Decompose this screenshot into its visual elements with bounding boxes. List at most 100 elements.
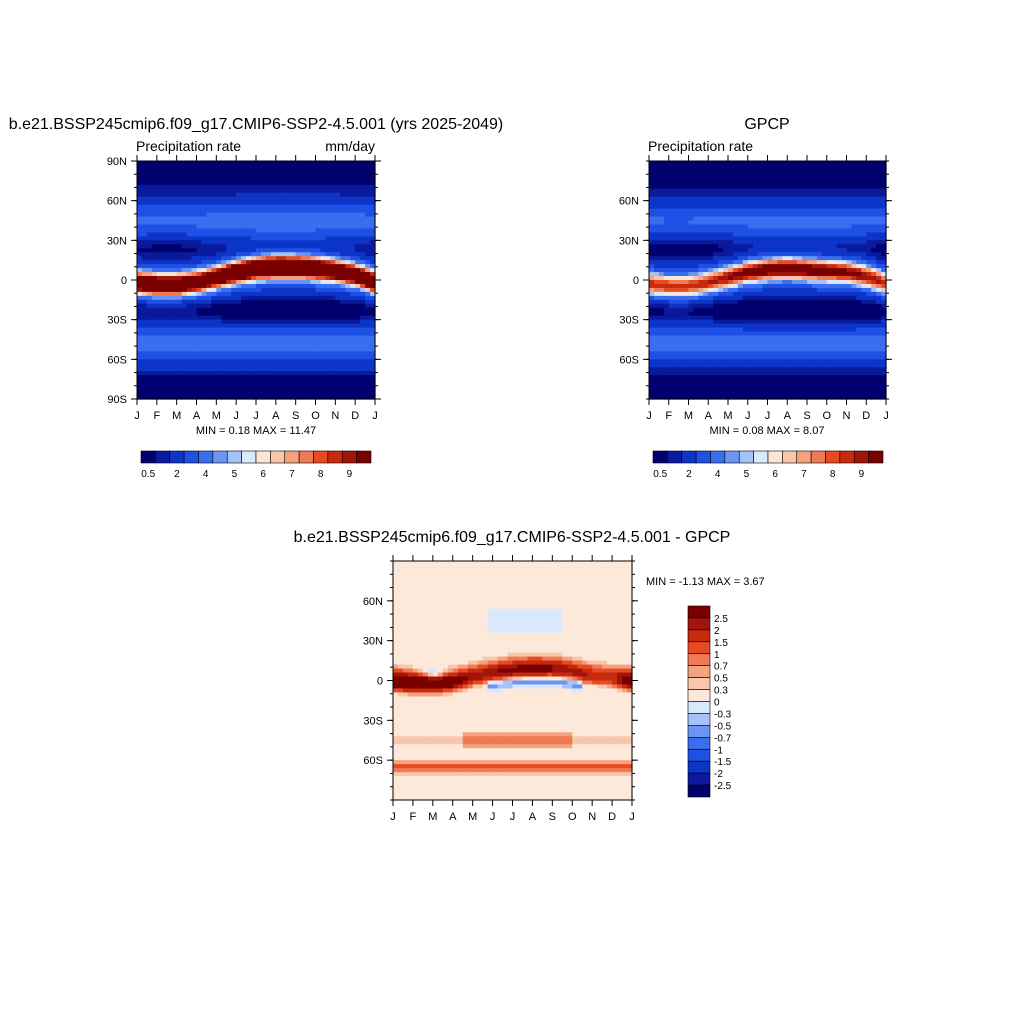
heatmap-cell bbox=[285, 383, 292, 388]
heatmap-cell bbox=[757, 276, 764, 281]
heatmap-cell bbox=[151, 323, 158, 329]
heatmap-cell bbox=[757, 248, 764, 253]
heatmap-cell bbox=[171, 188, 178, 194]
heatmap-cell bbox=[181, 200, 188, 206]
heatmap-cell bbox=[802, 295, 808, 301]
heatmap-cell bbox=[713, 168, 719, 174]
heatmap-cell bbox=[295, 248, 302, 253]
heatmap-cell bbox=[295, 351, 302, 356]
heatmap-cell bbox=[802, 299, 808, 305]
heatmap-cell bbox=[206, 224, 212, 230]
heatmap-cell bbox=[816, 240, 823, 245]
heatmap-cell bbox=[305, 264, 312, 269]
colorbar-swatch bbox=[356, 450, 372, 464]
heatmap-cell bbox=[310, 184, 317, 190]
heatmap-cell bbox=[166, 248, 173, 253]
heatmap-cell bbox=[171, 260, 178, 265]
heatmap-cell bbox=[703, 311, 709, 317]
heatmap-cell bbox=[166, 161, 173, 166]
heatmap-cell bbox=[285, 323, 292, 329]
heatmap-cell bbox=[708, 176, 714, 182]
heatmap-cell bbox=[673, 303, 680, 309]
heatmap-cell bbox=[146, 347, 153, 352]
heatmap-cell bbox=[141, 272, 148, 277]
heatmap-cell bbox=[742, 248, 749, 253]
heatmap-cell bbox=[211, 172, 217, 178]
heatmap-cell bbox=[365, 180, 371, 186]
heatmap-cell bbox=[141, 287, 148, 293]
heatmap-cell bbox=[196, 240, 203, 245]
heatmap-cell bbox=[265, 343, 272, 349]
heatmap-cell bbox=[757, 184, 764, 190]
heatmap-cell bbox=[275, 268, 282, 273]
heatmap-cell bbox=[270, 347, 277, 352]
heatmap-cell bbox=[290, 224, 297, 230]
heatmap-cell bbox=[260, 268, 267, 273]
heatmap-cell bbox=[772, 164, 778, 170]
heatmap-cell bbox=[171, 212, 178, 218]
heatmap-cell bbox=[350, 295, 356, 301]
heatmap-cell bbox=[881, 244, 887, 249]
heatmap-cell bbox=[330, 164, 336, 170]
heatmap-cell bbox=[211, 228, 217, 233]
heatmap-cell bbox=[767, 264, 774, 269]
heatmap-cell bbox=[772, 319, 778, 325]
heatmap-cell bbox=[693, 311, 699, 317]
heatmap-cell bbox=[673, 228, 680, 233]
heatmap-cell bbox=[732, 260, 739, 265]
heatmap-cell bbox=[280, 315, 287, 321]
heatmap-cell bbox=[137, 180, 143, 186]
heatmap-cell bbox=[295, 335, 302, 341]
heatmap-cell bbox=[270, 256, 277, 261]
heatmap-cell bbox=[201, 383, 208, 388]
heatmap-cell bbox=[335, 363, 341, 368]
heatmap-cell bbox=[792, 276, 798, 281]
heatmap-cell bbox=[807, 291, 813, 297]
heatmap-cell bbox=[752, 307, 759, 313]
heatmap-cell bbox=[265, 256, 272, 261]
heatmap-cell bbox=[290, 272, 297, 277]
heatmap-cell bbox=[206, 287, 212, 293]
heatmap-cell bbox=[206, 375, 212, 380]
heatmap-cell bbox=[836, 268, 843, 273]
heatmap-cell bbox=[802, 276, 808, 281]
heatmap-cell bbox=[137, 351, 143, 356]
heatmap-cell bbox=[831, 264, 838, 269]
heatmap-cell bbox=[156, 363, 163, 368]
heatmap-cell bbox=[256, 196, 262, 202]
heatmap-cell bbox=[226, 303, 232, 309]
heatmap-cell bbox=[265, 180, 272, 186]
heatmap-cell bbox=[315, 244, 322, 249]
heatmap-cell bbox=[762, 164, 769, 170]
heatmap-cell bbox=[340, 280, 346, 285]
heatmap-cell bbox=[841, 176, 848, 182]
heatmap-cell bbox=[246, 299, 252, 305]
heatmap-cell bbox=[141, 252, 148, 257]
heatmap-cell bbox=[752, 232, 759, 237]
heatmap-cell bbox=[211, 276, 217, 281]
heatmap-cell bbox=[181, 208, 188, 214]
heatmap-cell bbox=[146, 383, 153, 388]
heatmap-cell bbox=[246, 335, 252, 341]
heatmap-cell bbox=[251, 196, 257, 202]
heatmap-cell bbox=[211, 208, 217, 214]
heatmap-cell bbox=[275, 208, 282, 214]
heatmap-cell bbox=[355, 172, 361, 178]
heatmap-cell bbox=[742, 161, 749, 166]
heatmap-cell bbox=[246, 315, 252, 321]
heatmap-cell bbox=[777, 311, 783, 317]
heatmap-cell bbox=[290, 200, 297, 206]
heatmap-cell bbox=[201, 252, 208, 257]
heatmap-cell bbox=[146, 164, 153, 170]
heatmap-cell bbox=[841, 287, 848, 293]
heatmap-cell bbox=[777, 252, 783, 257]
heatmap-cell bbox=[231, 224, 237, 230]
heatmap-cell bbox=[688, 311, 695, 317]
heatmap-cell bbox=[251, 311, 257, 317]
heatmap-cell bbox=[340, 395, 346, 400]
heatmap-cell bbox=[146, 172, 153, 178]
heatmap-cell bbox=[797, 236, 803, 241]
heatmap-cell bbox=[688, 276, 695, 281]
heatmap-cell bbox=[201, 248, 208, 253]
heatmap-cell bbox=[851, 264, 857, 269]
